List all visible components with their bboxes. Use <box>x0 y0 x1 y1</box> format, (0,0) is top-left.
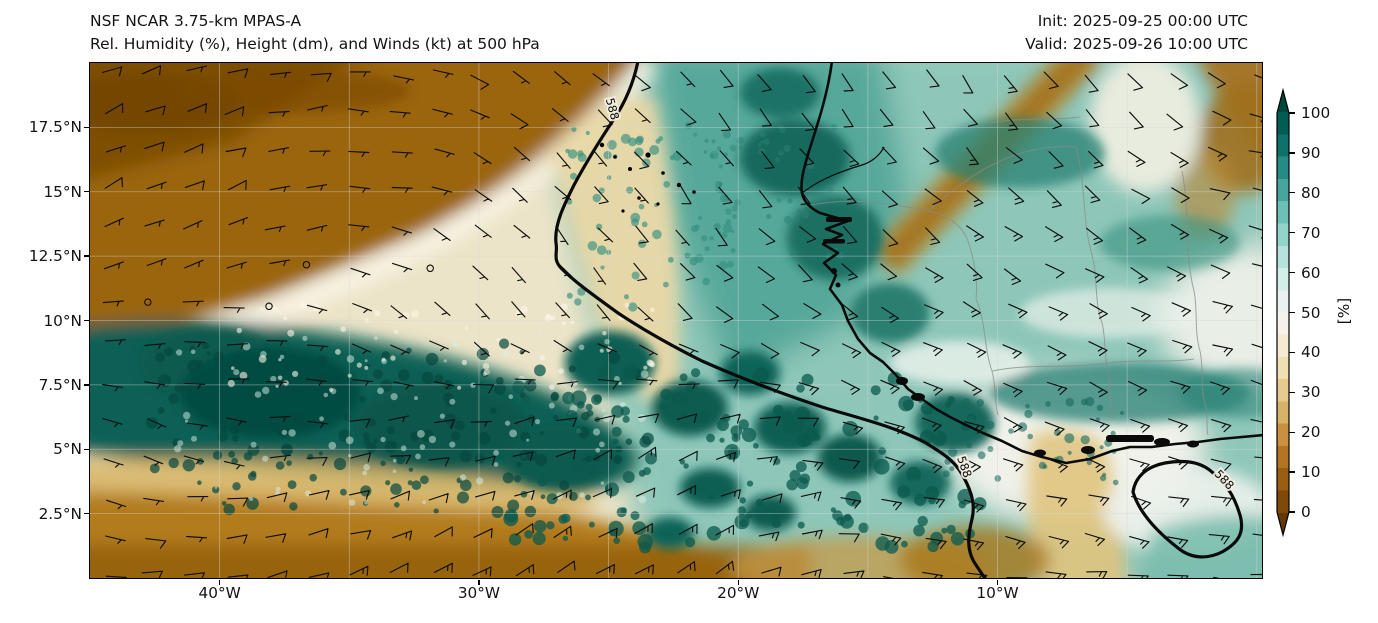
colorbar-tick-mark <box>1289 511 1295 513</box>
colorbar-tick-mark <box>1289 471 1295 473</box>
colorbar-tick-mark <box>1289 431 1295 433</box>
y-tick-label: 17.5°N <box>28 118 82 137</box>
y-tick-mark <box>83 191 89 193</box>
colorbar-tick-mark <box>1289 112 1295 114</box>
colorbar-unit-label: [%] <box>1335 297 1353 325</box>
map-canvas: 588 588 588 <box>90 63 1262 578</box>
x-tick-label: 10°W <box>976 584 1019 602</box>
timestamp-block: Init: 2025-09-25 00:00 UTC Valid: 2025-0… <box>700 10 1248 55</box>
colorbar-tick-mark <box>1289 152 1295 154</box>
colorbar-tick-label: 70 <box>1301 223 1321 242</box>
colorbar-tick-label: 40 <box>1301 343 1321 362</box>
colorbar-tick-mark <box>1289 271 1295 274</box>
colorbar-tick-mark <box>1289 351 1295 354</box>
x-tick-mark <box>737 579 739 585</box>
colorbar-tick-label: 60 <box>1301 263 1321 282</box>
y-tick-label: 5°N <box>53 440 82 459</box>
y-tick-mark <box>83 512 89 515</box>
y-tick-mark <box>83 255 89 257</box>
x-tick-label: 30°W <box>457 584 501 602</box>
height-contour-closed-low <box>1131 459 1244 559</box>
x-tick-label: 40°W <box>198 584 241 602</box>
map-plot-area: 588 588 588 <box>90 63 1262 578</box>
humidity-speckle-texture <box>146 121 1125 554</box>
x-tick-mark <box>218 579 221 585</box>
colorbar-tick-mark <box>1289 391 1295 393</box>
x-tick-label: 20°W <box>717 584 760 602</box>
colorbar-tick-label: 0 <box>1301 503 1311 521</box>
colorbar-tick-label: 10 <box>1301 463 1321 482</box>
plot-subtitle: Rel. Humidity (%), Height (dm), and Wind… <box>90 34 540 53</box>
title-block: NSF NCAR 3.75-km MPAS-A Rel. Humidity (%… <box>90 10 540 55</box>
river-line <box>801 146 885 194</box>
y-tick-label: 15°N <box>43 182 82 201</box>
init-time: Init: 2025-09-25 00:00 UTC <box>1037 12 1248 30</box>
colorbar-tick-label: 90 <box>1301 143 1321 162</box>
lat-lon-gridlines <box>90 63 1262 578</box>
x-tick-mark <box>996 579 999 585</box>
y-tick-mark <box>83 319 89 322</box>
colorbar-tick-mark <box>1289 232 1295 234</box>
coastal-landmarks <box>823 217 1199 457</box>
wind-barbs-layer <box>101 65 1262 578</box>
colorbar-tick-label: 30 <box>1301 383 1321 402</box>
y-tick-label: 2.5°N <box>38 504 82 523</box>
valid-time: Valid: 2025-09-26 10:00 UTC <box>1025 34 1248 53</box>
model-title: NSF NCAR 3.75-km MPAS-A <box>90 12 302 30</box>
height-contour-main <box>554 63 987 578</box>
x-tick-mark <box>478 579 480 585</box>
height-contours-588 <box>554 63 1244 578</box>
y-tick-label: 10°N <box>43 311 82 330</box>
colorbar-tick-label: 50 <box>1301 303 1321 322</box>
colorbar-tick-mark <box>1289 311 1295 314</box>
y-tick-mark <box>83 448 89 450</box>
colorbar-tick-label: 100 <box>1301 104 1331 122</box>
y-tick-mark <box>83 384 89 386</box>
colorbar-tick-mark <box>1289 192 1295 194</box>
y-tick-mark <box>83 126 89 129</box>
cape-verde-islands <box>599 142 696 213</box>
colorbar-tick-label: 80 <box>1301 183 1321 202</box>
y-tick-label: 12.5°N <box>28 247 82 266</box>
colorbar <box>1276 87 1290 538</box>
y-tick-label: 7.5°N <box>38 375 82 394</box>
colorbar-tick-label: 20 <box>1301 423 1321 442</box>
